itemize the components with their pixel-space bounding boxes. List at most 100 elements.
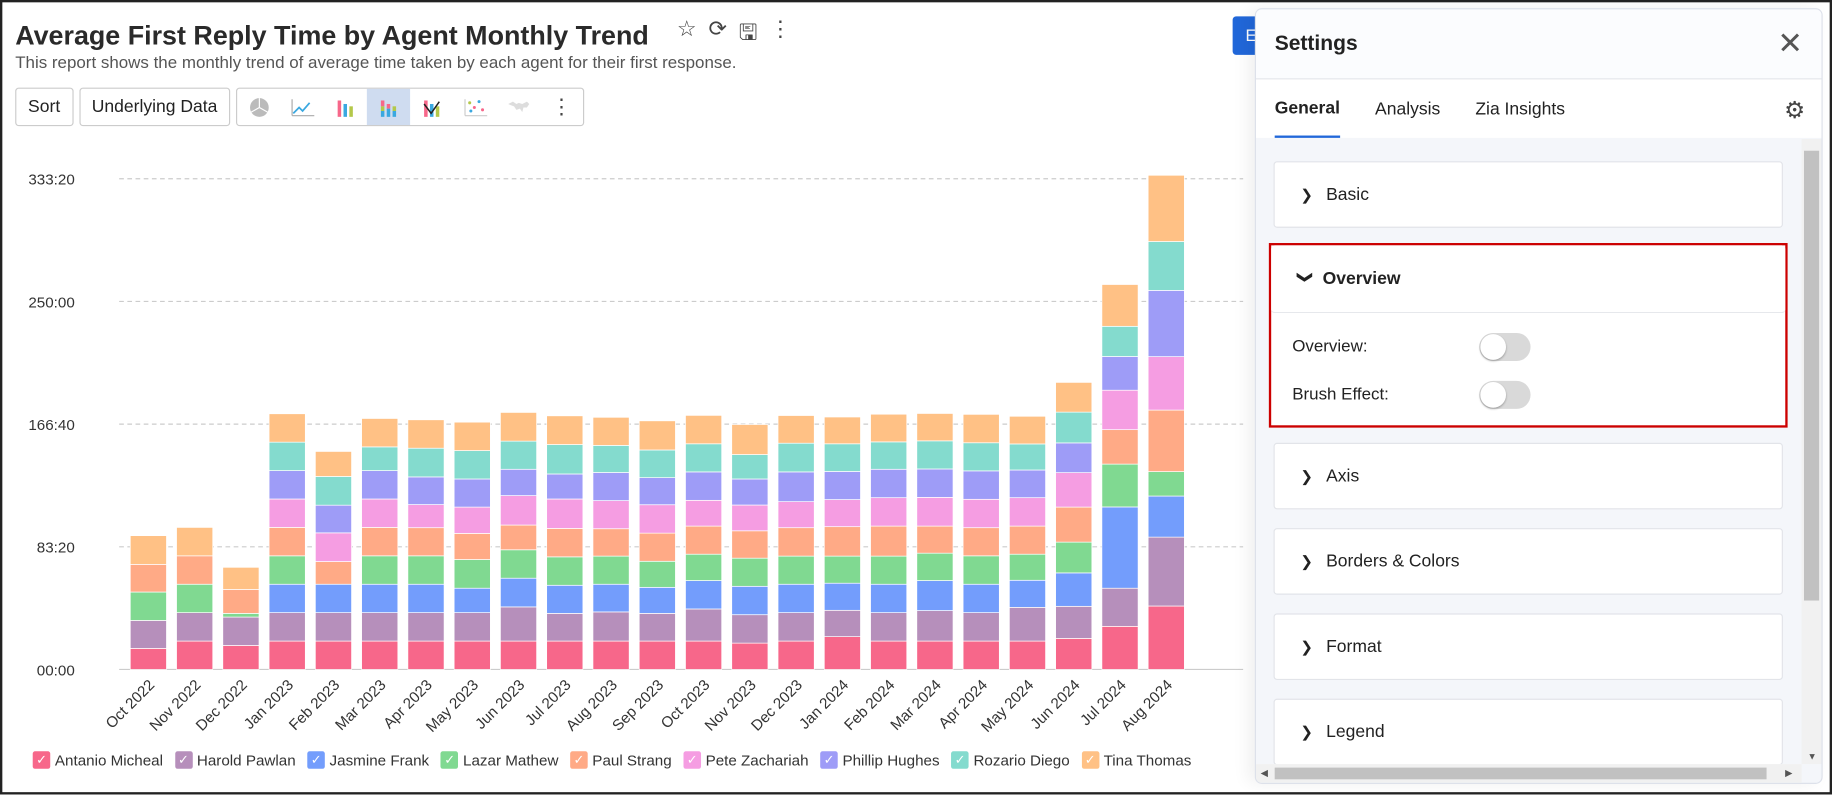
tab-analysis[interactable]: Analysis (1375, 98, 1441, 119)
bar-segment (731, 642, 769, 670)
bar-segment (638, 477, 676, 506)
checkbox-icon[interactable]: ✓ (440, 751, 459, 769)
checkbox-icon[interactable]: ✓ (683, 751, 701, 769)
sort-button[interactable]: Sort (15, 87, 74, 127)
checkbox-icon[interactable]: ✓ (174, 751, 193, 769)
legend-item[interactable]: ✓ Jasmine Frank (307, 751, 429, 769)
section-basic[interactable]: ❯ Basic (1273, 161, 1783, 228)
pie-chart-icon[interactable] (237, 89, 280, 125)
bar-segment (1101, 429, 1139, 465)
bar-segment (1101, 389, 1139, 431)
section-label: Basic (1326, 184, 1369, 205)
checkbox-icon[interactable]: ✓ (1081, 751, 1099, 769)
bar-segment (176, 555, 214, 585)
legend-label: Jasmine Frank (329, 751, 430, 769)
bar-segment (592, 640, 630, 670)
vertical-scrollbar[interactable]: ▼ (1801, 139, 1822, 765)
map-chart-icon[interactable] (497, 89, 540, 125)
bar-segment (500, 495, 537, 526)
bar-segment (638, 420, 676, 451)
bar-segment (1147, 409, 1185, 472)
save-icon[interactable]: 🖫 (738, 21, 758, 46)
bar-segment (916, 610, 954, 642)
bar-segment (962, 640, 1000, 670)
combo-chart-icon[interactable] (410, 89, 453, 125)
legend-item[interactable]: ✓ Lazar Mathew (440, 751, 558, 769)
refresh-icon[interactable]: ⟳ (708, 17, 728, 43)
overview-section-highlight: ❯ Overview Overview: Brush Effect: (1268, 243, 1788, 428)
chevron-right-icon: ❯ (1300, 185, 1314, 203)
legend-item[interactable]: ✓ Antanio Micheal (32, 751, 163, 769)
gear-icon[interactable]: ⚙ (1784, 98, 1806, 124)
bar-segment (546, 613, 584, 642)
section-axis[interactable]: ❯ Axis (1273, 442, 1783, 510)
bar-chart-icon[interactable] (324, 89, 367, 125)
legend-item[interactable]: ✓ Rozario Diego (951, 751, 1070, 769)
bar-segment (546, 528, 584, 558)
checkbox-icon[interactable]: ✓ (820, 751, 838, 769)
legend-item[interactable]: ✓ Phillip Hughes (820, 751, 940, 769)
bar-segment (916, 525, 954, 554)
section-borders-colors[interactable]: ❯ Borders & Colors (1273, 528, 1783, 595)
x-tick-label: Dec 2023 (748, 677, 806, 735)
bar-segment (731, 478, 769, 506)
checkbox-icon[interactable]: ✓ (307, 751, 325, 769)
bar-segment (962, 442, 1000, 472)
bar-segment (870, 640, 908, 670)
bar-segment (777, 527, 815, 557)
scatter-chart-icon[interactable] (453, 89, 496, 125)
tab-zia-insights[interactable]: Zia Insights (1475, 98, 1565, 119)
bar-segment (268, 555, 306, 585)
report-title: Average First Reply Time by Agent Monthl… (15, 19, 649, 50)
checkbox-icon[interactable]: ✓ (32, 751, 51, 769)
chart-type-selector: ⋮ (236, 87, 585, 127)
stacked-bar-chart-icon[interactable] (366, 88, 411, 126)
section-overview[interactable]: ❯ Overview (1271, 245, 1786, 314)
close-icon[interactable]: ✕ (1777, 25, 1803, 61)
bar-segment (685, 580, 723, 610)
underlying-data-button[interactable]: Underlying Data (78, 87, 231, 127)
bar-segment (268, 583, 306, 614)
bar-segment (731, 424, 769, 455)
legend-item[interactable]: ✓ Harold Pawlan (174, 751, 296, 769)
star-icon[interactable]: ☆ (676, 17, 697, 43)
bar-segment (546, 498, 584, 529)
bar-segment (1101, 463, 1139, 508)
bar-segment (638, 640, 676, 670)
tab-general[interactable]: General (1274, 79, 1340, 138)
horizontal-scrollbar[interactable]: ◀ ▶ (1255, 764, 1802, 783)
bar-segment (962, 612, 1000, 642)
bar-segment (361, 498, 399, 528)
bar-segment (500, 640, 537, 670)
legend-item[interactable]: ✓ Paul Strang (570, 751, 672, 769)
more-options-icon[interactable]: ⋮ (550, 94, 573, 119)
section-legend[interactable]: ❯ Legend (1273, 698, 1783, 765)
checkbox-icon[interactable]: ✓ (951, 751, 969, 769)
checkbox-icon[interactable]: ✓ (570, 751, 588, 769)
chart-legend: ✓ Antanio Micheal ✓ Harold Pawlan ✓ Jasmine F… (32, 751, 1248, 769)
bar-segment (407, 583, 445, 614)
more-vertical-icon[interactable]: ⋮ (769, 17, 792, 43)
bar-segment (1055, 605, 1093, 639)
bar-segment (129, 591, 167, 621)
legend-item[interactable]: ✓ Tina Thomas (1081, 751, 1191, 769)
bar-segment (314, 451, 352, 477)
section-format[interactable]: ❯ Format (1273, 613, 1783, 680)
bar-segment (268, 612, 306, 642)
legend-label: Pete Zachariah (705, 751, 809, 769)
bar-segment (916, 468, 954, 498)
bar-segment (546, 444, 584, 475)
legend-item[interactable]: ✓ Pete Zachariah (683, 751, 809, 769)
legend-label: Phillip Hughes (842, 751, 940, 769)
brush-effect-toggle[interactable] (1479, 380, 1531, 409)
legend-label: Tina Thomas (1103, 751, 1192, 769)
bar-segment (1147, 605, 1185, 670)
bar-segment (500, 524, 537, 551)
bar-segment (592, 445, 630, 473)
bar-segment (176, 527, 214, 557)
line-chart-icon[interactable] (281, 89, 324, 125)
bar-segment (453, 478, 491, 508)
bar-segment (638, 613, 676, 642)
overview-toggle[interactable] (1479, 332, 1531, 361)
